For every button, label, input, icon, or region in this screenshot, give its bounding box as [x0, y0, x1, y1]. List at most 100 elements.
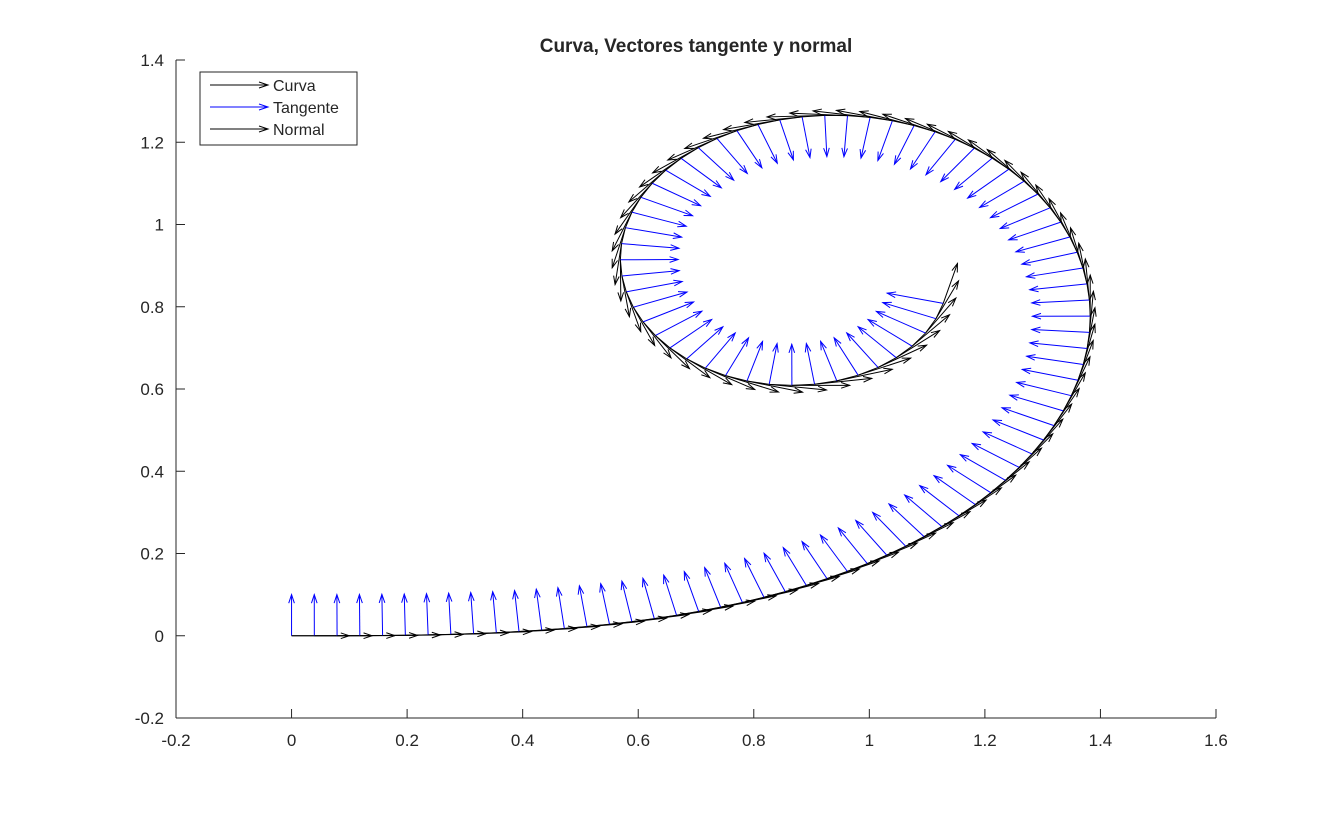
normal-arrow	[687, 359, 732, 385]
normal-arrow	[968, 140, 1008, 169]
tangent-arrow	[856, 520, 887, 555]
tangent-arrow	[622, 269, 679, 276]
tangent-arrow	[621, 581, 632, 621]
normal-arrow	[887, 533, 936, 555]
normal-arrow	[1032, 419, 1063, 454]
tangent-arrow	[993, 420, 1043, 440]
normal-arrow	[653, 148, 699, 173]
tangent-arrow	[633, 292, 687, 308]
normal-arrow	[1061, 213, 1078, 252]
tangent-arrow	[920, 486, 959, 516]
normal-arrow	[975, 475, 1015, 504]
normal-arrow	[655, 336, 689, 369]
chart-title: Curva, Vectores tangente y normal	[540, 36, 853, 57]
tangent-arrow	[311, 595, 317, 636]
x-tick-label: 0.2	[395, 731, 419, 750]
normal-arrow	[847, 552, 898, 571]
tangent-arrow	[726, 338, 749, 376]
tangent-arrow	[535, 589, 542, 630]
tangent-arrow	[632, 212, 686, 227]
normal-arrow	[1063, 373, 1085, 411]
tangent-arrow	[847, 333, 878, 368]
normal-arrow	[924, 512, 970, 537]
tangent-arrow	[1032, 327, 1090, 333]
tangent-arrow	[783, 548, 806, 586]
tangent-arrow	[1010, 395, 1063, 411]
normal-arrow	[942, 500, 986, 526]
tangent-arrow	[1016, 237, 1070, 252]
tangent-arrow	[789, 344, 795, 385]
normal-arrow	[629, 170, 666, 202]
tangent-arrow	[642, 578, 654, 618]
tangent-arrow	[1017, 382, 1072, 396]
normal-arrow	[987, 150, 1024, 182]
legend-label: Tangente	[273, 100, 339, 117]
tangent-arrow	[764, 553, 785, 591]
normal-arrow	[991, 462, 1029, 493]
tangent-arrow	[769, 344, 778, 385]
tangent-arrow	[745, 559, 764, 598]
tangent-arrow	[834, 338, 858, 375]
tangent-arrow	[758, 124, 777, 163]
normal-arrow	[959, 488, 1001, 516]
tangent-arrow	[802, 117, 811, 158]
normal-arrow	[1036, 185, 1061, 222]
normal-arrow	[640, 158, 681, 187]
tangent-arrow	[820, 535, 847, 571]
y-tick-label: 1.2	[140, 133, 164, 152]
x-tick-label: 1.4	[1089, 731, 1113, 750]
x-tick-label: 0.6	[626, 731, 650, 750]
tangent-arrow	[805, 344, 814, 385]
tangent-arrow	[289, 595, 295, 636]
normal-arrow	[621, 183, 653, 217]
tangent-arrow	[357, 595, 363, 636]
plot-area	[289, 109, 1096, 639]
tangent-arrow	[824, 115, 830, 156]
tangent-arrow	[983, 432, 1032, 454]
y-tick-label: 0.6	[140, 380, 164, 399]
tangent-arrow	[705, 568, 721, 608]
x-tick-label: 0	[287, 731, 296, 750]
normal-arrow	[704, 124, 758, 138]
tangent-arrow	[1022, 252, 1077, 265]
tangent-arrow	[905, 495, 942, 526]
y-tick-label: 0.8	[140, 298, 164, 317]
tangent-arrow	[1022, 368, 1078, 380]
legend-label: Normal	[273, 122, 325, 139]
tangent-arrow	[513, 591, 519, 632]
tangent-arrow	[1032, 300, 1090, 306]
x-tick-label: 1	[865, 731, 874, 750]
tangent-arrow	[1026, 268, 1082, 278]
normal-arrow	[1087, 275, 1093, 316]
normal-arrow	[912, 315, 949, 346]
tangent-arrow	[1002, 408, 1054, 426]
tangent-arrow	[446, 593, 452, 634]
tangent-arrow	[1032, 313, 1090, 319]
tangent-arrow	[625, 228, 681, 239]
tangent-arrow	[1030, 284, 1087, 292]
x-tick-label: 1.6	[1204, 731, 1228, 750]
y-tick-label: 0.4	[140, 462, 164, 481]
tangent-arrow	[894, 126, 914, 165]
tangent-arrow	[821, 341, 837, 380]
normal-arrow	[1005, 448, 1041, 480]
tangent-arrow	[737, 131, 762, 168]
normal-arrow	[668, 138, 717, 160]
tangent-arrow	[664, 575, 677, 615]
tangent-arrow	[424, 594, 430, 635]
tangent-arrow	[868, 320, 912, 347]
normal-arrow	[612, 212, 632, 251]
y-tick-label: 0	[155, 627, 164, 646]
tangent-arrow	[491, 592, 497, 633]
normal-arrow	[1005, 160, 1038, 194]
tangent-arrow	[802, 542, 827, 579]
tangent-arrow	[556, 588, 564, 629]
tangent-arrow	[747, 341, 763, 381]
tangent-arrow	[780, 120, 794, 160]
tangent-arrow	[887, 292, 943, 303]
tangent-arrow	[948, 465, 991, 492]
tangent-arrow	[402, 594, 408, 635]
tangent-arrow	[910, 132, 935, 169]
